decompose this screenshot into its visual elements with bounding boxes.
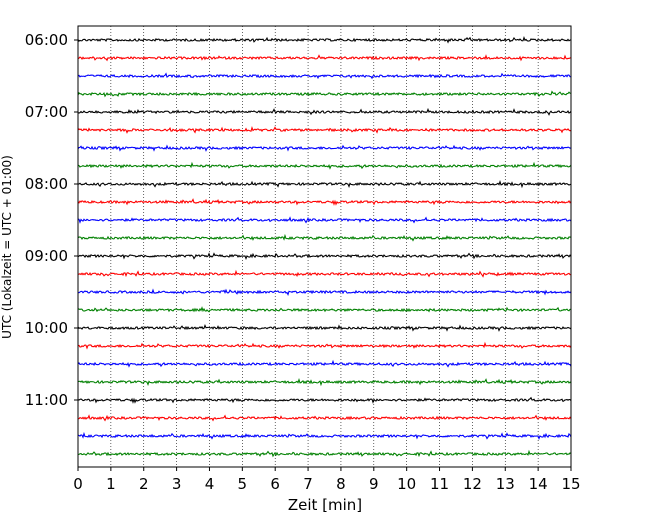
seismic-trace (77, 341, 572, 350)
seismic-trace (77, 323, 572, 332)
x-tick-label: 6 (270, 475, 280, 493)
seismic-trace (77, 233, 572, 242)
seismic-traces (77, 35, 572, 458)
x-tick-label: 2 (139, 475, 149, 493)
x-tick-label: 15 (561, 475, 580, 493)
seismic-trace (77, 396, 572, 404)
seismic-trace (77, 252, 572, 260)
seismic-trace (77, 90, 572, 98)
y-axis-ticks: 06:00 07:00 08:00 09:00 10:00 11:00 (25, 31, 78, 409)
seismic-trace (77, 35, 572, 44)
x-tick-label: 10 (397, 475, 416, 493)
seismic-trace (77, 378, 572, 387)
seismic-trace (77, 107, 572, 116)
y-tick-label: 10:00 (25, 319, 68, 337)
x-tick-label: 12 (463, 475, 482, 493)
seismic-trace (77, 54, 572, 62)
x-tick-label: 7 (303, 475, 313, 493)
seismic-trace (77, 126, 572, 134)
y-axis-label: UTC (Lokalzeit = UTC + 01:00) (0, 155, 14, 339)
seismic-trace (77, 359, 572, 368)
x-tick-label: 8 (336, 475, 346, 493)
x-tick-label: 9 (369, 475, 379, 493)
x-tick-label: 11 (430, 475, 449, 493)
y-tick-label: 06:00 (25, 31, 68, 49)
seismic-trace (77, 414, 572, 422)
x-tick-label: 4 (205, 475, 215, 493)
grid-lines (110, 26, 539, 467)
x-tick-label: 5 (238, 475, 248, 493)
seismic-trace (77, 144, 572, 152)
x-axis-ticks: 0 1 2 3 4 5 6 7 8 9 10 11 12 13 14 15 (73, 467, 581, 493)
y-tick-label: 07:00 (25, 103, 68, 121)
x-tick-label: 3 (172, 475, 182, 493)
x-tick-label: 1 (106, 475, 116, 493)
seismic-trace (77, 269, 572, 278)
seismic-trace (77, 306, 572, 313)
seismic-trace (77, 431, 572, 440)
seismic-trace (77, 198, 572, 206)
seismic-trace (77, 72, 572, 80)
seismic-trace (77, 161, 572, 170)
y-tick-label: 09:00 (25, 247, 68, 265)
x-tick-label: 0 (73, 475, 83, 493)
y-tick-label: 08:00 (25, 175, 68, 193)
seismic-trace (77, 216, 572, 224)
x-axis-label: Zeit [min] (288, 496, 362, 514)
x-tick-label: 13 (496, 475, 515, 493)
seismic-trace (77, 449, 572, 458)
seismic-trace (77, 180, 572, 189)
y-tick-label: 11:00 (25, 391, 68, 409)
plot-frame (77, 25, 572, 468)
x-tick-label: 14 (529, 475, 548, 493)
seismic-trace (77, 288, 572, 296)
